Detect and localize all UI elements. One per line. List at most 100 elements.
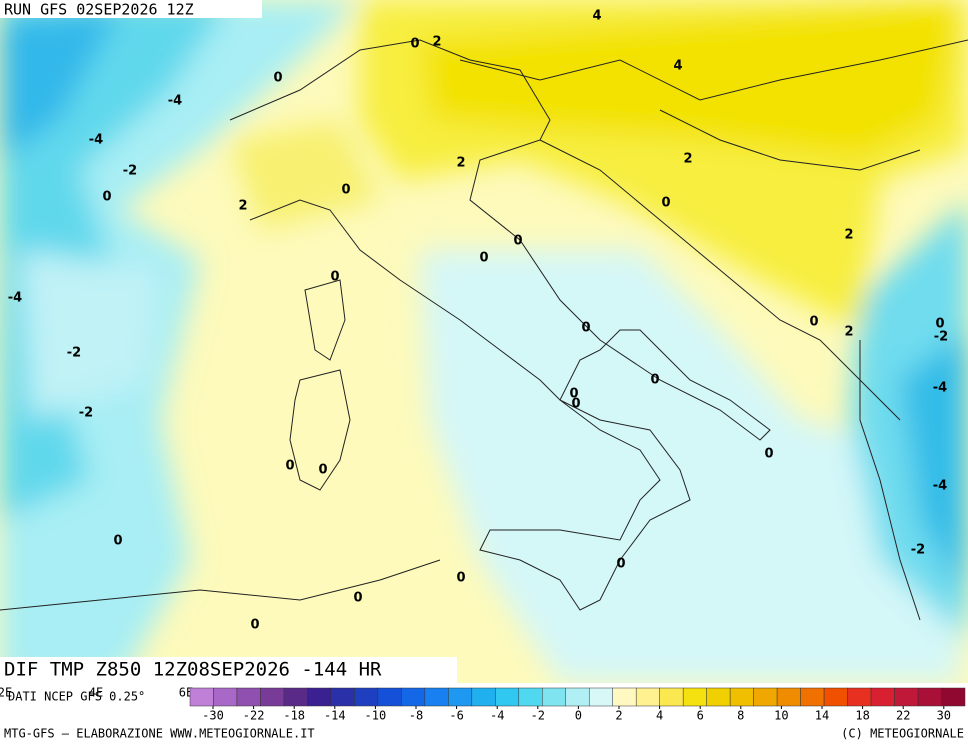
contour-label: 0: [456, 571, 465, 586]
colorbar-swatch: [495, 687, 520, 707]
colorbar-swatch: [260, 687, 285, 707]
colorbar-label: -18: [283, 709, 305, 723]
colorbar-swatch: [565, 687, 590, 707]
colorbar-label: 30: [937, 709, 951, 723]
contour-label: -2: [911, 543, 925, 558]
header-box: [0, 0, 262, 18]
contour-label: 0: [285, 459, 294, 474]
contour-label: 2: [432, 35, 441, 50]
colorbar-swatch: [401, 687, 426, 707]
source-label: DATI NCEP GFS 0.25°: [8, 690, 145, 704]
colorbar-swatch: [776, 687, 801, 707]
temperature-field: [0, 0, 968, 683]
colorbar-swatch: [424, 687, 449, 707]
colorbar-swatch: [917, 687, 942, 707]
run-label: RUN GFS 02SEP2026 12Z: [4, 1, 194, 19]
colorbar-label: -10: [365, 709, 387, 723]
colorbar-label: -8: [409, 709, 423, 723]
footer-left: MTG-GFS — ELABORAZIONE WWW.METEOGIORNALE…: [4, 727, 315, 741]
colorbar-swatch: [588, 687, 613, 707]
lon-label: 6E: [179, 686, 193, 700]
colorbar-label: 4: [656, 709, 663, 723]
colorbar-swatch: [706, 687, 731, 707]
map-title: DIF TMP Z850 12Z08SEP2026 -144 HR: [4, 659, 382, 681]
contour-label: 0: [341, 183, 350, 198]
lon-label: 4E: [89, 686, 103, 700]
contour-label: 2: [456, 156, 465, 171]
colorbar-swatch: [542, 687, 567, 707]
contour-label: 0: [650, 373, 659, 388]
colorbar-swatch: [330, 687, 355, 707]
colorbar-label: 18: [855, 709, 869, 723]
contour-label: -2: [934, 330, 948, 345]
contour-label: 4: [592, 9, 601, 24]
contour-label: 0: [479, 251, 488, 266]
contour-label: 0: [330, 270, 339, 285]
colorbar-swatch: [518, 687, 543, 707]
contour-label: -4: [933, 479, 947, 494]
contour-label: 2: [844, 228, 853, 243]
contour-label: 2: [238, 199, 247, 214]
colorbar-swatch: [236, 687, 261, 707]
title-box: [0, 657, 457, 684]
footer-right: (C) METEOGIORNALE: [841, 727, 964, 741]
contour-label: 0: [353, 591, 362, 606]
contour-label: -4: [168, 94, 182, 109]
colorbar-label: -2: [531, 709, 545, 723]
contour-label: 0: [764, 447, 773, 462]
contour-label: -4: [933, 381, 947, 396]
colorbar-swatch: [894, 687, 919, 707]
colorbar: -30 -22 -18 -14 -10 -8 -6 -4 -2 0 2 4 6 8 10 14 18 22 30: [189, 687, 966, 723]
colorbar-label: 14: [815, 709, 829, 723]
colorbar-label: 6: [697, 709, 704, 723]
colorbar-swatch: [729, 687, 754, 707]
colorbar-label: 10: [774, 709, 788, 723]
colorbar-label: 22: [896, 709, 910, 723]
contour-label: 0: [569, 387, 578, 402]
contour-label: 0: [935, 317, 944, 332]
coastlines: [0, 39, 968, 621]
colorbar-swatch: [682, 687, 707, 707]
contour-label: 0: [513, 234, 522, 249]
contour-label: -2: [123, 164, 137, 179]
contour-label: 0: [616, 557, 625, 572]
contour-label: 0: [661, 196, 670, 211]
contour-label: -4: [8, 291, 22, 306]
colorbar-swatch: [283, 687, 308, 707]
contour-label: 4: [673, 59, 682, 74]
colorbar-label: 0: [575, 709, 582, 723]
contour-labels: 40 240-4-4-202 202 00020-4020-20-20-400-200…: [8, 9, 948, 633]
colorbar-label: -6: [449, 709, 463, 723]
contour-label: 0: [809, 315, 818, 330]
colorbar-swatch: [800, 687, 825, 707]
colorbar-swatch: [471, 687, 496, 707]
colorbar-swatch: [870, 687, 895, 707]
contour-label: 0: [102, 190, 111, 205]
colorbar-swatch: [823, 687, 848, 707]
colorbar-swatch: [307, 687, 332, 707]
colorbar-label: -22: [243, 709, 265, 723]
colorbar-swatch: [753, 687, 778, 707]
colorbar-swatch: [847, 687, 872, 707]
colorbar-swatch: [612, 687, 637, 707]
colorbar-swatch: [354, 687, 379, 707]
colorbar-swatch: [941, 687, 966, 707]
colorbar-swatch: [377, 687, 402, 707]
contour-label: -2: [79, 406, 93, 421]
colorbar-label: -14: [324, 709, 346, 723]
contour-label: 0: [113, 534, 122, 549]
contour-label: 0: [571, 397, 580, 412]
colorbar-label: -4: [490, 709, 504, 723]
contour-label: 0: [410, 37, 419, 52]
colorbar-swatch: [635, 687, 660, 707]
contour-label: -2: [67, 346, 81, 361]
lon-label: 2E: [0, 686, 12, 700]
contour-label: 0: [318, 463, 327, 478]
colorbar-swatch: [189, 687, 214, 707]
colorbar-swatch: [213, 687, 238, 707]
contour-label: -4: [89, 133, 103, 148]
contour-label: 0: [273, 71, 282, 86]
colorbar-label: -30: [202, 709, 224, 723]
